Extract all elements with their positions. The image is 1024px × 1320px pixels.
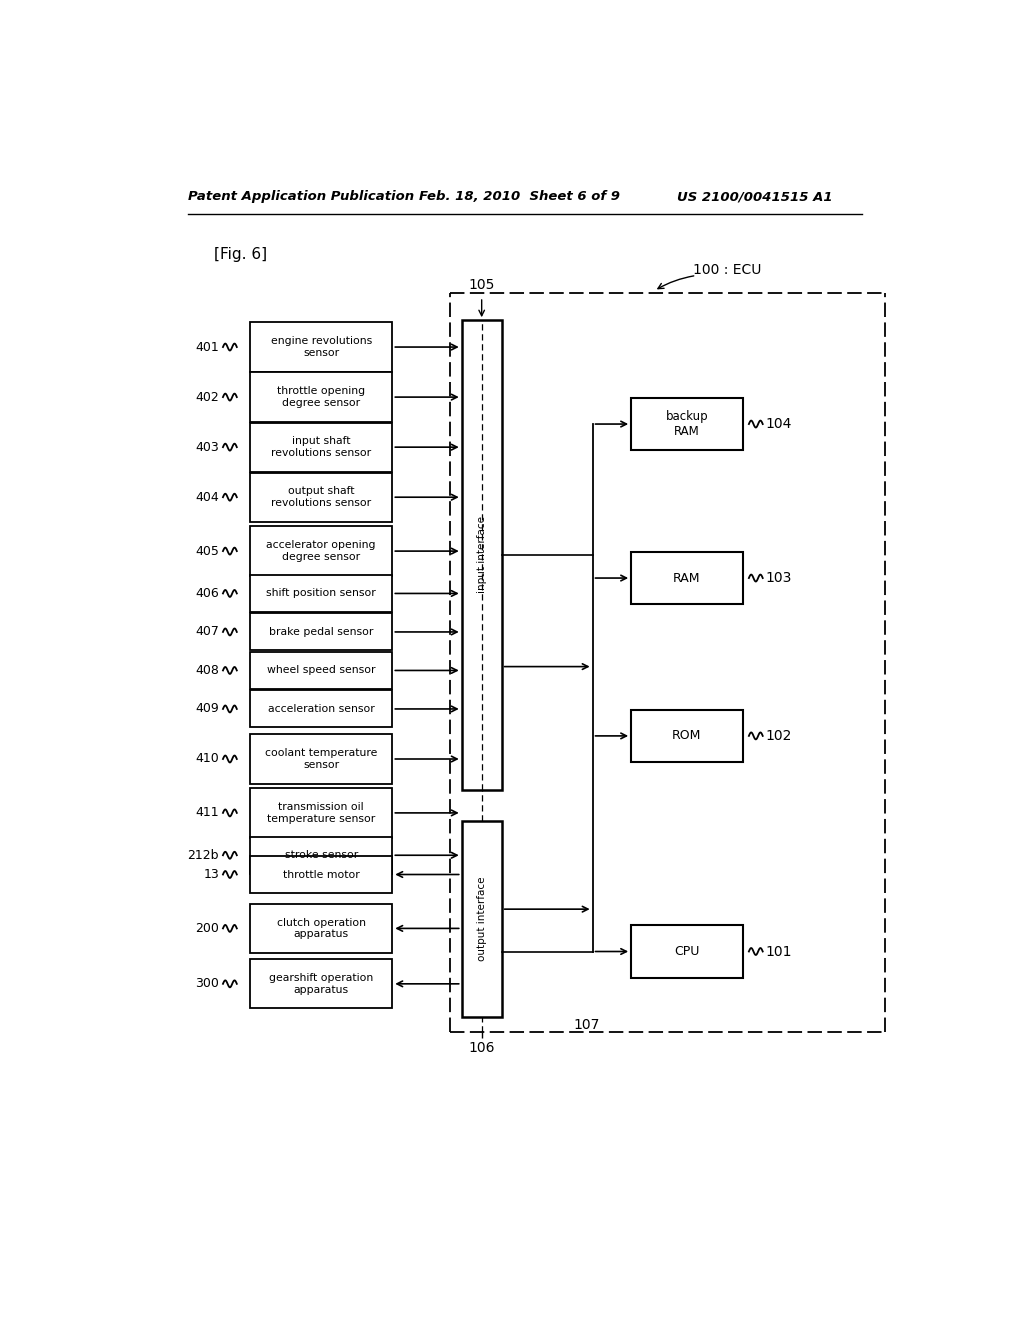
Bar [462, 321, 502, 789]
Text: stroke sensor: stroke sensor [285, 850, 357, 861]
Text: brake pedal sensor: brake pedal sensor [269, 627, 374, 638]
Bar [250, 788, 392, 838]
Text: 401: 401 [196, 341, 219, 354]
Text: CPU: CPU [674, 945, 699, 958]
Text: throttle opening
degree sensor: throttle opening degree sensor [278, 387, 366, 408]
Bar [631, 710, 742, 762]
Text: Feb. 18, 2010  Sheet 6 of 9: Feb. 18, 2010 Sheet 6 of 9 [419, 190, 621, 203]
Text: 404: 404 [196, 491, 219, 504]
Bar [250, 734, 392, 784]
Bar [250, 690, 392, 727]
Bar [631, 552, 742, 605]
Bar [250, 614, 392, 651]
Text: 409: 409 [196, 702, 219, 715]
Text: [Fig. 6]: [Fig. 6] [214, 247, 267, 263]
Bar [250, 857, 392, 892]
Text: 405: 405 [196, 545, 219, 557]
Text: coolant temperature
sensor: coolant temperature sensor [265, 748, 377, 770]
Bar [631, 925, 742, 978]
Text: output shaft
revolutions sensor: output shaft revolutions sensor [271, 486, 371, 508]
Text: 212b: 212b [187, 849, 219, 862]
Bar [250, 527, 392, 576]
Text: 13: 13 [204, 869, 219, 880]
Text: 200: 200 [196, 921, 219, 935]
Text: 103: 103 [766, 572, 793, 585]
Text: clutch operation
apparatus: clutch operation apparatus [276, 917, 366, 940]
Text: 406: 406 [196, 587, 219, 601]
Text: 403: 403 [196, 441, 219, 454]
Text: 402: 402 [196, 391, 219, 404]
Bar [250, 652, 392, 689]
Bar [250, 473, 392, 521]
Bar [250, 904, 392, 953]
Text: 101: 101 [766, 945, 793, 958]
Text: 100 : ECU: 100 : ECU [692, 263, 761, 277]
Text: US 2100/0041515 A1: US 2100/0041515 A1 [677, 190, 833, 203]
Bar [250, 372, 392, 422]
Text: 407: 407 [196, 626, 219, 639]
Text: RAM: RAM [673, 572, 700, 585]
Text: ROM: ROM [672, 730, 701, 742]
Text: 104: 104 [766, 417, 793, 432]
Bar [250, 322, 392, 372]
Text: output interface: output interface [477, 876, 486, 961]
Text: shift position sensor: shift position sensor [266, 589, 376, 598]
Text: accelerator opening
degree sensor: accelerator opening degree sensor [266, 540, 376, 562]
Bar [250, 422, 392, 471]
Text: 107: 107 [573, 1018, 600, 1032]
Text: 106: 106 [468, 1040, 495, 1055]
Text: engine revolutions
sensor: engine revolutions sensor [270, 337, 372, 358]
Text: acceleration sensor: acceleration sensor [267, 704, 375, 714]
Bar [250, 837, 392, 874]
Text: throttle motor: throttle motor [283, 870, 359, 879]
Text: 408: 408 [196, 664, 219, 677]
Text: 105: 105 [469, 279, 495, 293]
Text: 411: 411 [196, 807, 219, 820]
Text: 300: 300 [196, 977, 219, 990]
Text: wheel speed sensor: wheel speed sensor [267, 665, 376, 676]
Bar [631, 397, 742, 450]
Bar [250, 576, 392, 612]
Text: 102: 102 [766, 729, 793, 743]
Text: gearshift operation
apparatus: gearshift operation apparatus [269, 973, 374, 995]
Text: transmission oil
temperature sensor: transmission oil temperature sensor [267, 803, 375, 824]
Text: 410: 410 [196, 752, 219, 766]
Text: input shaft
revolutions sensor: input shaft revolutions sensor [271, 437, 371, 458]
Text: backup
RAM: backup RAM [666, 411, 709, 438]
Text: input interface: input interface [477, 516, 486, 594]
Text: Patent Application Publication: Patent Application Publication [188, 190, 415, 203]
Bar [250, 960, 392, 1008]
Bar [462, 821, 502, 1016]
